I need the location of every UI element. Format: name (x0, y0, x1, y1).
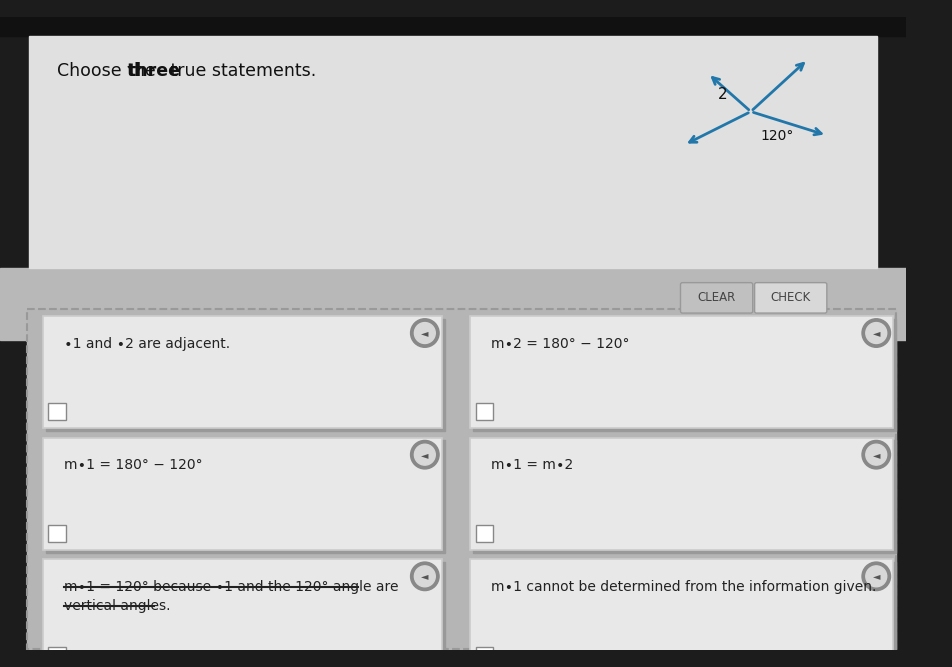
Circle shape (865, 444, 885, 465)
Text: m∙1 = 180° − 120°: m∙1 = 180° − 120° (64, 458, 202, 472)
Circle shape (410, 562, 439, 590)
Circle shape (410, 440, 439, 469)
Bar (46, 562, 445, 667)
Bar (473, 562, 895, 667)
Circle shape (410, 319, 439, 348)
Bar (49, 525, 66, 542)
Bar (473, 319, 895, 431)
Circle shape (862, 562, 889, 590)
Circle shape (414, 444, 435, 465)
Circle shape (414, 323, 435, 344)
Text: m∙1 = 120° because ∙1 and the 120° angle are: m∙1 = 120° because ∙1 and the 120° angle… (64, 580, 398, 594)
Bar (46, 440, 445, 552)
Text: ◄: ◄ (421, 450, 428, 460)
Text: vertical angles.: vertical angles. (64, 599, 170, 613)
Bar (470, 438, 892, 550)
Bar (470, 316, 892, 428)
Circle shape (862, 440, 889, 469)
Bar (43, 559, 442, 667)
Bar (49, 404, 66, 420)
Bar (473, 440, 895, 552)
Bar (43, 438, 442, 550)
Text: 120°: 120° (760, 129, 793, 143)
Bar (46, 319, 445, 431)
Text: 2: 2 (717, 87, 726, 102)
Text: true statements.: true statements. (165, 62, 316, 80)
Circle shape (414, 566, 435, 587)
Bar (476, 404, 493, 420)
Circle shape (865, 566, 885, 587)
Bar (43, 316, 442, 428)
Text: ◄: ◄ (872, 328, 879, 338)
Text: ◄: ◄ (421, 328, 428, 338)
Bar (470, 559, 892, 667)
Bar (49, 646, 66, 664)
Text: ◄: ◄ (872, 450, 879, 460)
Bar (0, 17, 904, 35)
Text: CHECK: CHECK (770, 291, 810, 304)
FancyBboxPatch shape (680, 283, 752, 313)
Circle shape (862, 319, 889, 348)
Text: ◄: ◄ (421, 572, 428, 582)
Text: ∙1 and ∙2 are adjacent.: ∙1 and ∙2 are adjacent. (64, 337, 229, 351)
Text: ◄: ◄ (872, 572, 879, 582)
Bar (476, 646, 493, 664)
Text: m∙1 cannot be determined from the information given.: m∙1 cannot be determined from the inform… (491, 580, 876, 594)
Text: CLEAR: CLEAR (697, 291, 735, 304)
Text: m∙2 = 180° − 120°: m∙2 = 180° − 120° (491, 337, 629, 351)
Bar (0, 268, 904, 340)
Circle shape (865, 323, 885, 344)
FancyBboxPatch shape (754, 283, 826, 313)
Text: Choose the: Choose the (57, 62, 161, 80)
Text: three: three (128, 62, 181, 80)
Bar (29, 35, 876, 268)
Text: m∙1 = m∙2: m∙1 = m∙2 (491, 458, 573, 472)
Bar (476, 525, 493, 542)
Bar (27, 309, 895, 648)
